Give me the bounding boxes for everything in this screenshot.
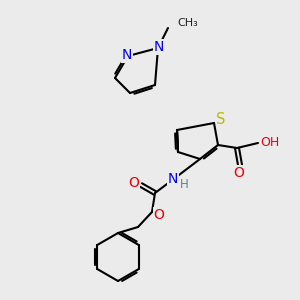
Text: O: O — [154, 208, 164, 222]
Text: CH₃: CH₃ — [177, 18, 198, 28]
Text: O: O — [234, 166, 244, 180]
Text: S: S — [216, 112, 226, 127]
Text: N: N — [168, 172, 178, 186]
Text: O: O — [129, 176, 140, 190]
Text: OH: OH — [260, 136, 279, 148]
Text: N: N — [154, 40, 164, 54]
Text: N: N — [122, 48, 132, 62]
Text: H: H — [180, 178, 188, 190]
